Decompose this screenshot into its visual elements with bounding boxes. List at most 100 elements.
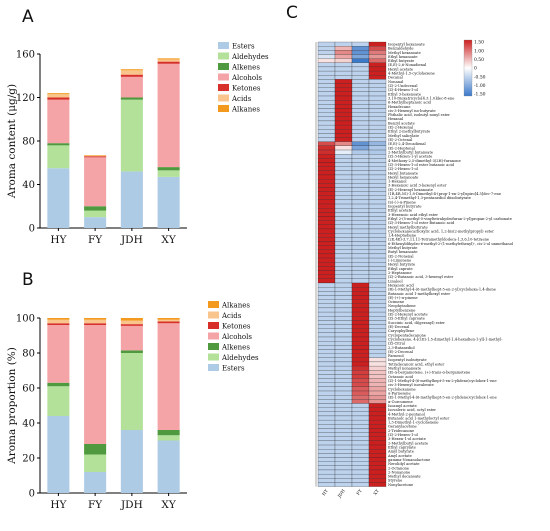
heatmap-cell [317, 307, 336, 313]
heatmap-cell [317, 341, 336, 346]
heatmap-cell [351, 382, 370, 387]
legend-swatch-aldehydes [208, 353, 219, 361]
legend-label-alkenes: Alkenes [221, 344, 250, 352]
row-label: (E,E)-2,6-Nonadienal [388, 63, 427, 67]
heatmap-cell [351, 137, 370, 142]
bar-acids-xy [157, 59, 180, 62]
heatmap-cell [317, 324, 336, 329]
heatmap-cell [351, 262, 370, 267]
heatmap-cell [351, 108, 370, 113]
heatmap-cell [368, 104, 387, 109]
row-label: Ethyl caprylate [388, 445, 416, 449]
chart-aroma-proportion: 0 20 40 60 80 100 Aroma proportion (%) HY FY JDH X… [6, 301, 259, 511]
heatmap-cell [317, 233, 336, 238]
row-label: 2-Methylbutyl butanoate [388, 150, 433, 154]
heatmap-cell [351, 424, 370, 429]
heatmap-cell [334, 411, 353, 417]
heatmap-cell [368, 291, 387, 296]
heatmap-cell [317, 415, 336, 421]
legend-label-alcohols: Alcohols [221, 333, 252, 341]
heatmap-cell [368, 270, 387, 275]
y-tick-label: 40 [22, 419, 35, 430]
y-tick-label: 100 [16, 314, 35, 325]
heatmap-cell [351, 228, 370, 234]
heatmap-cell [351, 295, 370, 300]
heatmap-cell [351, 220, 370, 225]
bar-acids-jdh [120, 320, 143, 325]
heatmap-cell [351, 149, 370, 155]
heatmap-cell [351, 79, 370, 84]
heatmap-cell [351, 266, 370, 271]
bar-esters-jdh [120, 171, 143, 228]
heatmap-cell [334, 100, 353, 105]
heatmap-cell [351, 212, 370, 217]
heatmap-cell [334, 332, 353, 338]
heatmap-cell [334, 228, 353, 234]
column-label: JDH [337, 489, 347, 500]
bar-aldehydes-xy [157, 435, 180, 441]
heatmap-cell [351, 287, 370, 292]
heatmap-cell [334, 162, 353, 167]
heatmap-cell [368, 54, 387, 59]
heatmap-cell [351, 116, 370, 122]
heatmap-cell [334, 382, 353, 387]
heatmap-cell [351, 291, 370, 296]
heatmap-cell [351, 154, 370, 159]
heatmap-cell [334, 170, 353, 176]
heatmap-cell [351, 241, 370, 246]
legend-label-esters: Esters [222, 365, 245, 373]
heatmap-cell [368, 224, 387, 230]
row-label: Tetradecanoic acid, ethyl ester [388, 362, 445, 366]
bar-alcohols-hy [47, 325, 70, 383]
x-tick-label: JDH [120, 499, 143, 511]
heatmap-cell [351, 336, 370, 342]
heatmap-cell [368, 399, 387, 404]
heatmap-cell [351, 83, 370, 88]
heatmap-cell [368, 332, 387, 338]
bar-ketones-xy [157, 61, 180, 64]
bar-esters-jdh [120, 430, 143, 493]
heatmap-cell [368, 361, 387, 367]
row-label: 1,4-Heptadiene [388, 234, 416, 238]
heatmap-cell [334, 174, 353, 180]
heatmap-cell [368, 415, 387, 421]
legend-label-aldehydes: Aldehydes [231, 53, 269, 61]
heatmap-cell [317, 461, 336, 466]
y-tick-label: 40 [22, 180, 35, 191]
heatmap-cell [317, 336, 336, 342]
heatmap-cell [334, 395, 353, 400]
bar-aldehydes-fy [84, 454, 107, 472]
bar-alkenes-xy [157, 167, 180, 171]
heatmap-cell [334, 191, 353, 196]
bar-esters-xy [157, 176, 180, 228]
legend-swatch-alkenes [218, 63, 229, 70]
row-label: Octanoic acid [388, 375, 414, 379]
heatmap-cell [368, 100, 387, 105]
row-label: Benzaldehyde [388, 47, 413, 51]
heatmap-cell [351, 374, 370, 379]
heatmap-cell [334, 249, 353, 255]
heatmap-cell [317, 199, 336, 205]
heatmap-cell [368, 395, 387, 400]
heatmap-cell [351, 141, 370, 147]
heatmap-cell [334, 436, 353, 442]
heatmap-cell [317, 262, 336, 267]
row-label: Nerolidyl acetate [388, 462, 420, 466]
heatmap-cell [351, 282, 370, 288]
bar-ketones-xy [157, 321, 180, 324]
heatmap-cell [351, 341, 370, 346]
heatmap-cell [368, 353, 387, 358]
heatmap-cell [368, 469, 387, 475]
heatmap-cell [317, 145, 336, 151]
row-label: Ocimene [388, 300, 404, 304]
heatmap-cell [351, 278, 370, 284]
heatmap-cell [368, 87, 387, 92]
heatmap-cell [317, 287, 336, 292]
heatmap-cell [317, 266, 336, 271]
row-label: 6-Ethenyldihydro-6-methyl-2-(1-methyleth… [388, 242, 514, 246]
bar-alkenes-xy [157, 430, 180, 436]
heatmap-cell [351, 386, 370, 392]
heatmap-cell [351, 162, 370, 167]
legend-label-alkanes: Alkanes [221, 302, 250, 310]
row-label: Methyl salicylate [388, 134, 419, 138]
